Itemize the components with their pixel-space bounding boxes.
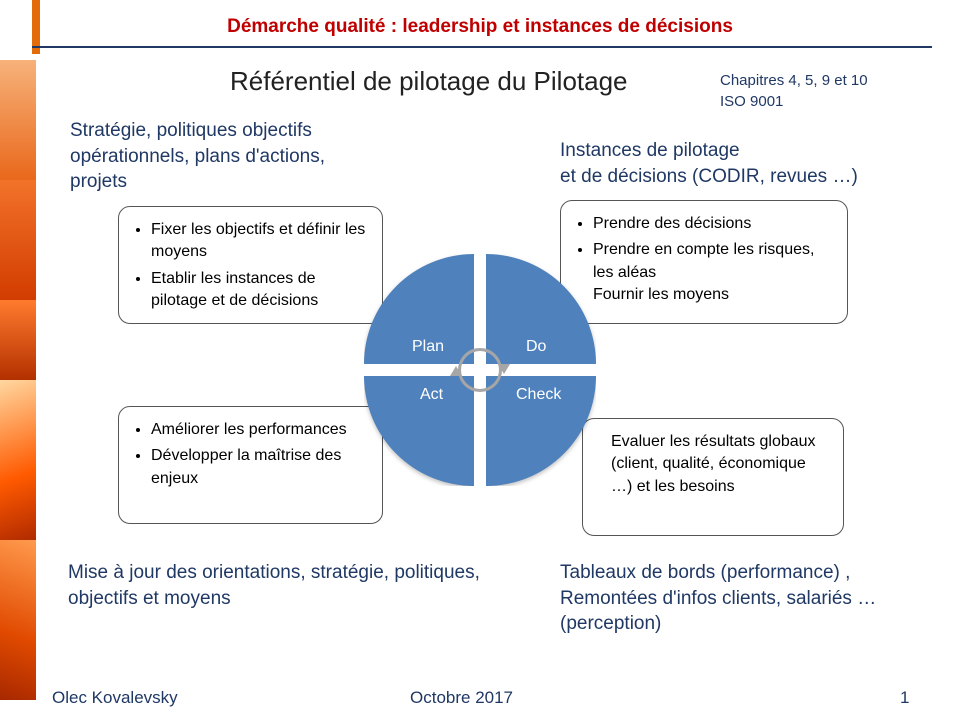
cycle-arrowhead	[498, 364, 510, 374]
cycle-arc	[458, 348, 502, 392]
footer-author: Olec Kovalevsky	[52, 688, 178, 708]
slide-root: Démarche qualité : leadership et instanc…	[0, 0, 960, 720]
pdca-label-do: Do	[526, 338, 546, 356]
pdca-label-act: Act	[420, 386, 443, 404]
pdca-diagram: Plan Do Check Act	[0, 0, 960, 720]
footer-page: 1	[900, 688, 909, 708]
pdca-quarter-act	[364, 376, 474, 486]
cycle-arrowhead	[450, 366, 462, 376]
footer-date: Octobre 2017	[410, 688, 513, 708]
pdca-label-plan: Plan	[412, 338, 444, 356]
pdca-label-check: Check	[516, 386, 561, 404]
